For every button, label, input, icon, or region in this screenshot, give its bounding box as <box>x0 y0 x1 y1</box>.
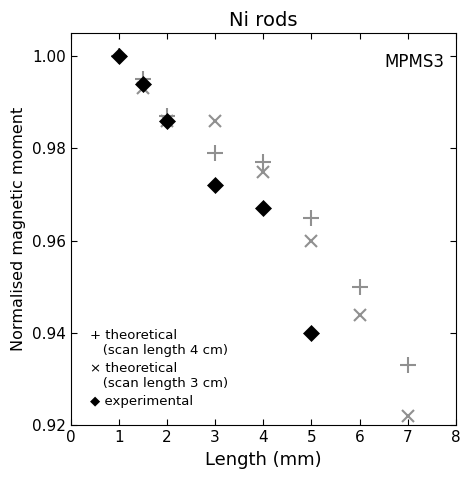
X-axis label: Length (mm): Length (mm) <box>205 451 321 469</box>
Title: Ni rods: Ni rods <box>229 11 297 30</box>
Legend: + theoretical
   (scan length 4 cm), × theoretical
   (scan length 3 cm), ◆ expe: + theoretical (scan length 4 cm), × theo… <box>81 322 235 415</box>
Y-axis label: Normalised magnetic moment: Normalised magnetic moment <box>11 107 26 351</box>
Text: MPMS3: MPMS3 <box>385 53 445 71</box>
